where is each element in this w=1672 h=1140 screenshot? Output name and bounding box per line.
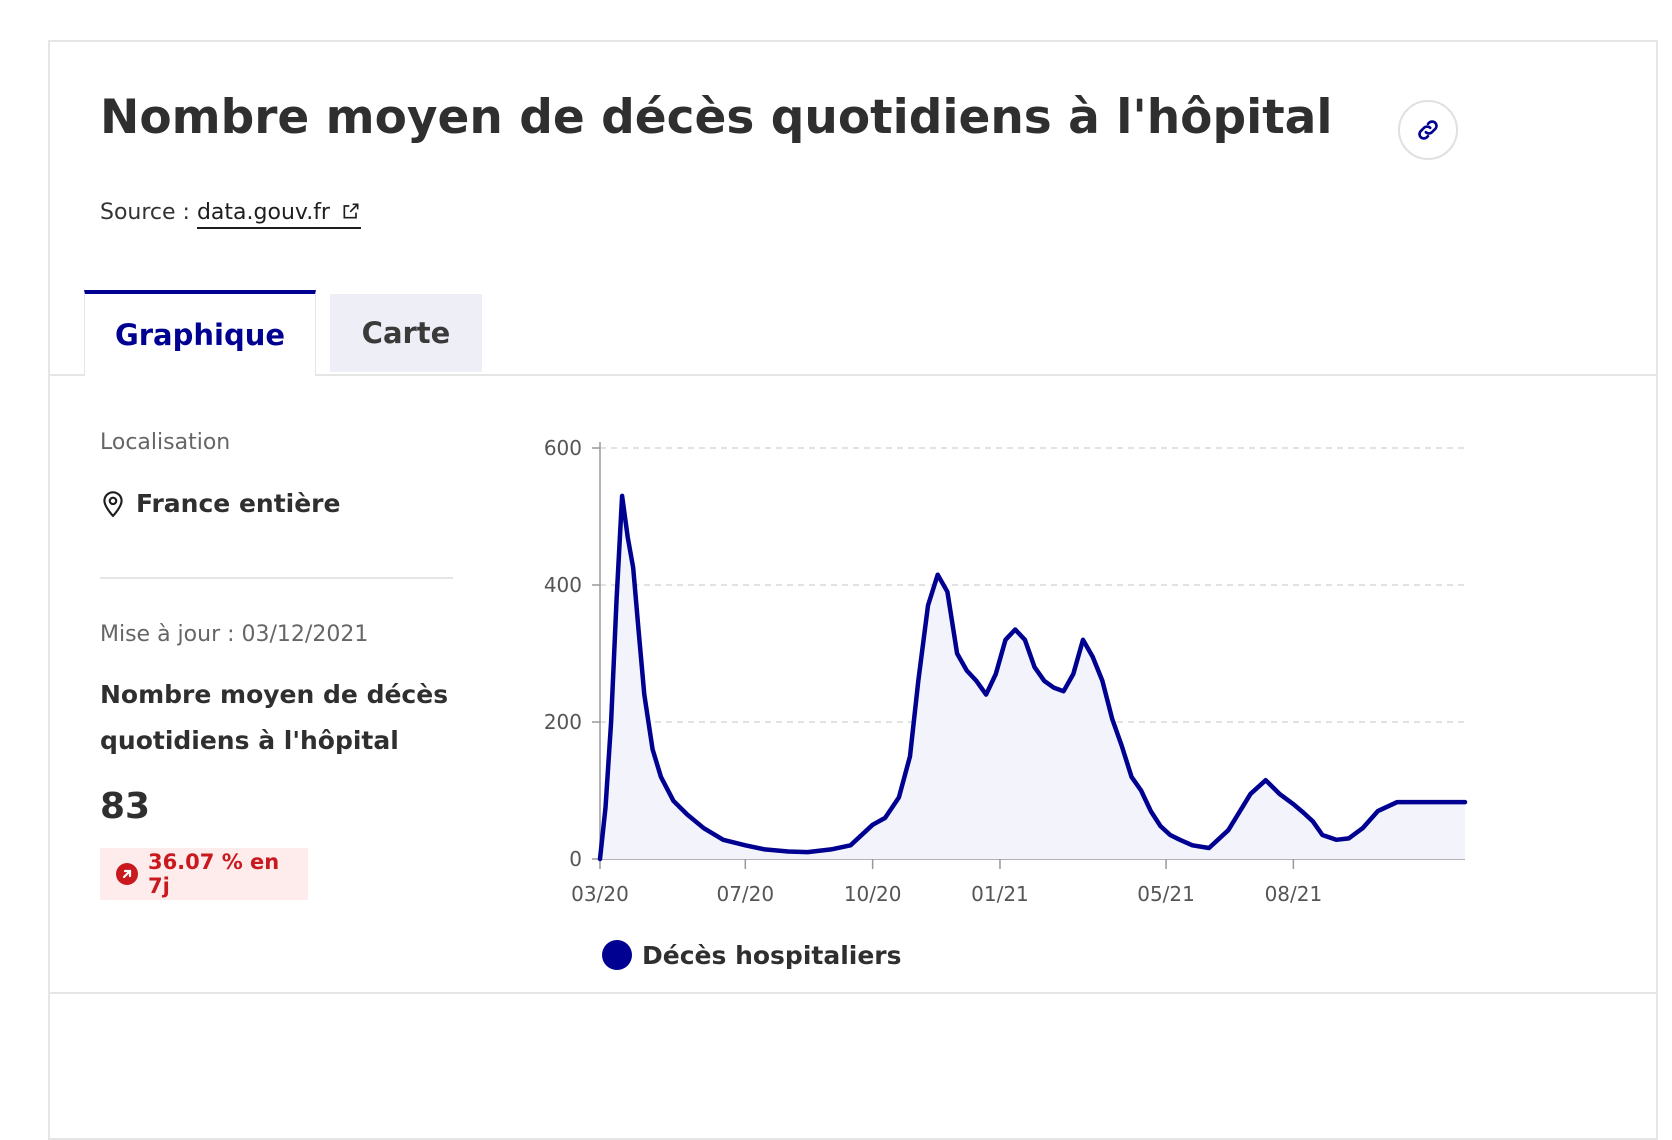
tab-carte[interactable]: Carte	[330, 294, 482, 372]
update-date: Mise à jour : 03/12/2021	[100, 622, 369, 647]
y-tick-label: 600	[544, 436, 582, 460]
indicator-card: Nombre moyen de décès quotidiens à l'hôp…	[48, 40, 1658, 1140]
tab-graphique[interactable]: Graphique	[84, 290, 316, 376]
source-line: Source : data.gouv.fr	[100, 200, 361, 229]
external-link-icon	[343, 203, 359, 219]
sidebar-divider	[100, 577, 453, 579]
deaths-chart: 0 200 400 600 03/20 07/20 10/20 01/21 05/21 08/21	[544, 436, 1468, 906]
series-area	[600, 495, 1465, 859]
x-tick-label: 10/20	[844, 882, 902, 906]
x-tick-label: 01/21	[971, 882, 1029, 906]
source-link[interactable]: data.gouv.fr	[196, 200, 361, 229]
y-tick-label: 200	[544, 710, 582, 734]
trend-text: 36.07 % en 7j	[147, 850, 280, 898]
arrow-up-right-icon	[116, 863, 138, 885]
x-tick-label: 08/21	[1265, 882, 1323, 906]
indicator-value: 83	[100, 786, 151, 827]
copy-link-button[interactable]	[1398, 100, 1458, 160]
trend-badge: 36.07 % en 7j	[100, 848, 308, 900]
tab-bar: Graphique Carte	[50, 290, 1656, 376]
source-link-label: data.gouv.fr	[196, 200, 330, 225]
y-tick-label: 0	[569, 847, 582, 871]
x-tick-label: 05/21	[1137, 882, 1195, 906]
source-prefix: Source :	[100, 200, 190, 225]
x-tick-label: 07/20	[716, 882, 774, 906]
map-pin-icon	[103, 491, 123, 518]
location-value: France entière	[136, 488, 341, 518]
legend-label: Décès hospitaliers	[642, 940, 902, 970]
x-tick-label: 03/20	[571, 882, 629, 906]
page-title: Nombre moyen de décès quotidiens à l'hôp…	[100, 90, 1333, 145]
location-label: Localisation	[100, 430, 231, 455]
legend-dot	[602, 940, 632, 970]
location-selector[interactable]: France entière	[100, 488, 340, 518]
chart-legend[interactable]: Décès hospitaliers	[602, 940, 902, 970]
indicator-name: Nombre moyen de décès quotidiens à l'hôp…	[100, 680, 449, 755]
series-line	[597, 493, 1468, 862]
card-bottom-divider	[50, 992, 1656, 994]
link-icon	[1418, 120, 1438, 140]
y-tick-label: 400	[544, 573, 582, 597]
